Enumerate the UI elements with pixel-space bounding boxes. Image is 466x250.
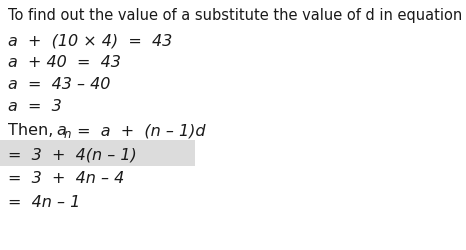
Text: a  + 40  =  43: a + 40 = 43 (8, 55, 121, 70)
Text: =  3  +  4n – 4: = 3 + 4n – 4 (8, 171, 124, 186)
Text: n: n (64, 128, 71, 141)
Text: To find out the value of a substitute the value of d in equation (i): To find out the value of a substitute th… (8, 8, 466, 24)
Text: =  3  +  4(n – 1): = 3 + 4(n – 1) (8, 147, 137, 162)
Text: a: a (56, 123, 66, 138)
Text: a  +  (10 × 4)  =  43: a + (10 × 4) = 43 (8, 33, 172, 48)
Text: =  4n – 1: = 4n – 1 (8, 195, 80, 210)
Text: =  a  +  (n – 1)d: = a + (n – 1)d (72, 123, 206, 138)
Text: a  =  3: a = 3 (8, 99, 62, 114)
Text: Then,: Then, (8, 123, 54, 138)
Bar (0, 140, 195, 166)
Text: a  =  43 – 40: a = 43 – 40 (8, 77, 110, 92)
